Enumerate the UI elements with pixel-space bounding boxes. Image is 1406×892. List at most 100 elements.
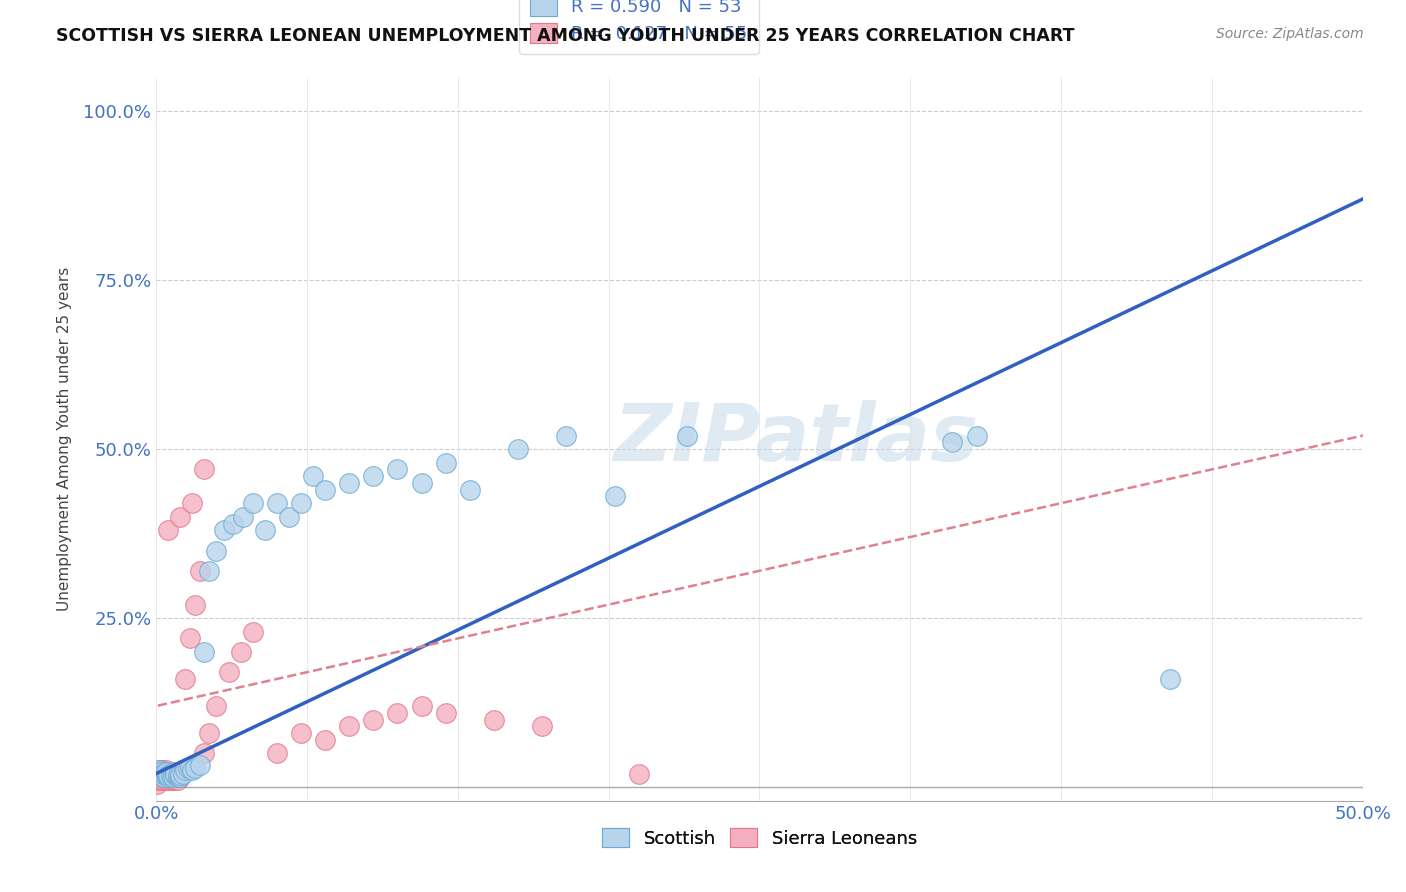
Point	[411, 475, 433, 490]
Point	[302, 469, 325, 483]
Text: Source: ZipAtlas.com: Source: ZipAtlas.com	[1216, 27, 1364, 41]
Point	[627, 766, 650, 780]
Point	[149, 765, 172, 780]
Point	[266, 496, 288, 510]
Point	[242, 624, 264, 639]
Point	[169, 766, 191, 780]
Point	[165, 773, 187, 788]
Point	[149, 768, 172, 782]
Point	[966, 428, 988, 442]
Point	[184, 598, 207, 612]
Point	[149, 766, 172, 780]
Point	[157, 773, 180, 788]
Point	[149, 770, 172, 784]
Point	[242, 496, 264, 510]
Point	[198, 726, 221, 740]
Y-axis label: Unemployment Among Youth under 25 years: Unemployment Among Youth under 25 years	[58, 267, 72, 611]
Point	[188, 758, 211, 772]
Point	[290, 496, 312, 510]
Point	[167, 773, 190, 788]
Point	[157, 766, 180, 780]
Point	[434, 706, 457, 720]
Point	[205, 698, 228, 713]
Point	[212, 523, 235, 537]
Point	[266, 747, 288, 761]
Point	[155, 773, 177, 788]
Point	[162, 770, 184, 784]
Point	[152, 773, 174, 788]
Point	[387, 706, 409, 720]
Point	[172, 766, 194, 780]
Point	[155, 766, 177, 780]
Point	[152, 763, 174, 777]
Text: SCOTTISH VS SIERRA LEONEAN UNEMPLOYMENT AMONG YOUTH UNDER 25 YEARS CORRELATION C: SCOTTISH VS SIERRA LEONEAN UNEMPLOYMENT …	[56, 27, 1074, 45]
Point	[181, 763, 204, 777]
Point	[146, 777, 169, 791]
Point	[165, 768, 187, 782]
Point	[222, 516, 245, 531]
Point	[148, 766, 170, 780]
Point	[162, 773, 184, 788]
Point	[1159, 672, 1181, 686]
Point	[229, 645, 252, 659]
Point	[337, 475, 360, 490]
Point	[148, 763, 170, 777]
Point	[167, 768, 190, 782]
Point	[290, 726, 312, 740]
Point	[157, 770, 180, 784]
Point	[482, 713, 505, 727]
Point	[157, 523, 180, 537]
Point	[155, 765, 177, 780]
Point	[162, 770, 184, 784]
Point	[314, 732, 336, 747]
Point	[179, 632, 201, 646]
Point	[149, 773, 172, 788]
Point	[174, 672, 197, 686]
Point	[169, 770, 191, 784]
Point	[167, 770, 190, 784]
Point	[162, 765, 184, 780]
Point	[363, 469, 385, 483]
Point	[148, 766, 170, 780]
Point	[169, 509, 191, 524]
Point	[179, 760, 201, 774]
Point	[184, 761, 207, 775]
Point	[434, 456, 457, 470]
Point	[152, 770, 174, 784]
Text: ZIPatlas: ZIPatlas	[613, 400, 979, 478]
Point	[193, 645, 215, 659]
Point	[155, 763, 177, 777]
Point	[159, 773, 181, 788]
Point	[411, 698, 433, 713]
Point	[193, 462, 215, 476]
Point	[152, 766, 174, 780]
Point	[152, 766, 174, 780]
Point	[159, 768, 181, 782]
Point	[148, 763, 170, 777]
Point	[165, 766, 187, 780]
Point	[181, 496, 204, 510]
Point	[169, 768, 191, 782]
Point	[198, 564, 221, 578]
Point	[155, 770, 177, 784]
Point	[387, 462, 409, 476]
Point	[157, 770, 180, 784]
Point	[159, 766, 181, 780]
Point	[148, 773, 170, 788]
Point	[155, 768, 177, 782]
Point	[174, 763, 197, 777]
Point	[555, 428, 578, 442]
Point	[193, 747, 215, 761]
Point	[458, 483, 481, 497]
Point	[531, 719, 554, 733]
Point	[603, 490, 626, 504]
Point	[218, 665, 240, 680]
Legend: Scottish, Sierra Leoneans: Scottish, Sierra Leoneans	[593, 819, 925, 856]
Point	[337, 719, 360, 733]
Point	[941, 435, 963, 450]
Point	[232, 509, 254, 524]
Point	[159, 766, 181, 780]
Point	[506, 442, 529, 457]
Point	[314, 483, 336, 497]
Point	[253, 523, 276, 537]
